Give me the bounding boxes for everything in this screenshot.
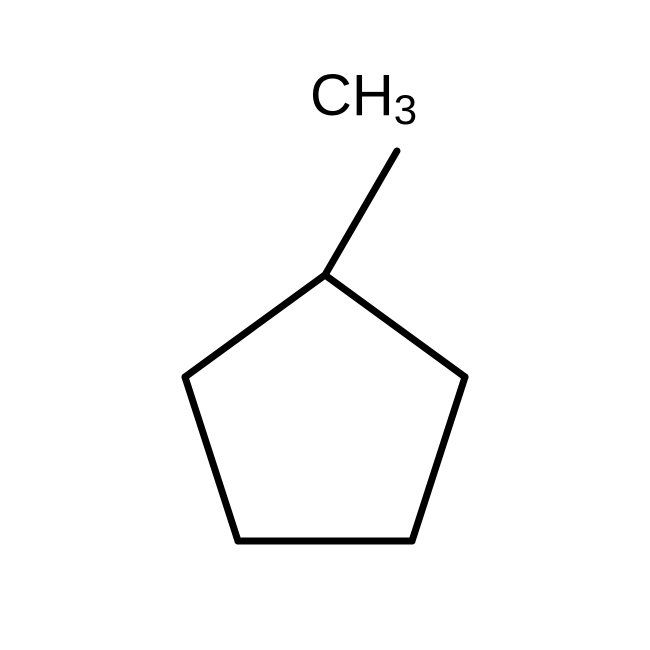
bond-C1-C6 [325, 151, 397, 275]
molecule-svg: CH3 [0, 0, 650, 650]
molecule-diagram: CH3 [0, 0, 650, 650]
bond-C5-C1 [185, 275, 325, 377]
atom-label-C6: CH3 [310, 63, 417, 133]
bond-C2-C3 [412, 377, 465, 541]
bond-C1-C2 [325, 275, 465, 377]
bond-C4-C5 [185, 377, 238, 541]
